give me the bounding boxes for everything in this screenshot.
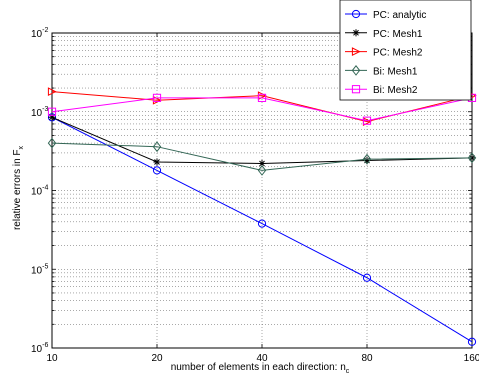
series-line: [51, 97, 473, 122]
y-tick-label: 10-3: [31, 106, 48, 119]
data-point: [467, 152, 477, 164]
legend-label: PC: analytic: [373, 10, 426, 21]
legend-label: PC: Mesh1: [373, 29, 423, 40]
data-point: [362, 273, 372, 282]
legend: PC: analytic PC: Mesh1 PC: Mesh2 Bi: Mesh1 B…: [339, 0, 472, 101]
x-tick-labels: 10 20 40 80 160: [46, 353, 479, 364]
legend-entry: Bi: Mesh2: [345, 85, 418, 96]
legend-marker: [351, 64, 361, 76]
legend-entry: PC: analytic: [345, 9, 426, 21]
y-tick-label: 10-6: [31, 342, 48, 355]
series-group: [47, 87, 477, 346]
data-point: [153, 158, 161, 166]
data-point: [48, 113, 56, 121]
ticks: [51, 33, 473, 349]
data-point: [47, 107, 57, 116]
legend-label: PC: Mesh2: [373, 48, 423, 59]
data-point: [362, 153, 372, 165]
data-point: [257, 93, 267, 102]
x-tick-label: 10: [46, 353, 58, 364]
data-point: [152, 166, 162, 175]
data-point: [362, 116, 372, 125]
y-tick-label: 10-5: [31, 263, 48, 276]
y-tick-label: 10-2: [31, 27, 48, 40]
series-4: [47, 137, 477, 176]
x-tick-label: 20: [151, 353, 163, 364]
y-axis-label: relative errors in Fx: [12, 145, 25, 230]
legend-entry: PC: Mesh1: [345, 29, 423, 40]
data-point: [47, 137, 57, 149]
y-tick-label: 10-4: [31, 185, 48, 198]
legend-box: [339, 0, 472, 101]
data-point: [257, 164, 267, 176]
data-point: [258, 159, 266, 168]
legend-label: Bi: Mesh1: [373, 66, 418, 77]
x-axis-label: number of elements in each direction: nc: [171, 362, 350, 375]
series-line: [51, 116, 473, 343]
data-point: [363, 156, 371, 165]
legend-label: Bi: Mesh2: [373, 85, 418, 96]
legend-marker: [351, 47, 361, 57]
data-point: [467, 337, 477, 346]
data-point: [47, 87, 57, 97]
y-tick-labels: 10-6 10-5 10-4 10-3 10-2: [31, 27, 48, 355]
x-tick-label: 160: [464, 353, 479, 364]
x-tick-label: 80: [361, 353, 373, 364]
series-line: [51, 142, 473, 171]
data-point: [257, 219, 267, 228]
data-point: [152, 141, 162, 153]
x-tick-label: 40: [256, 353, 268, 364]
legend-entry: Bi: Mesh1: [345, 64, 418, 77]
legend-marker: [351, 85, 361, 94]
data-point: [152, 93, 162, 102]
legend-marker: [352, 29, 360, 37]
legend-entry: PC: Mesh2: [345, 47, 423, 59]
legend-marker: [351, 9, 361, 19]
